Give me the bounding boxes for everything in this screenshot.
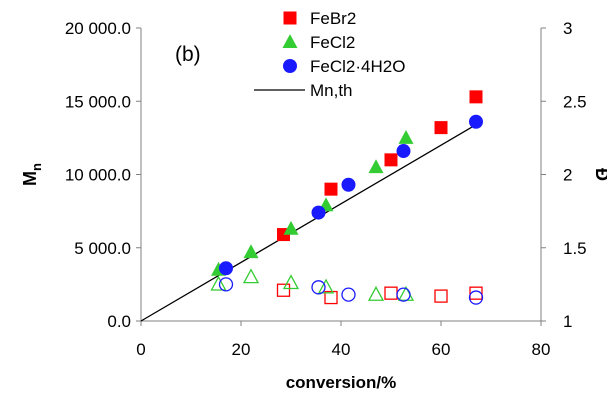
- square-mn-point: [384, 153, 398, 167]
- triangle-mn-point: [398, 130, 414, 144]
- legend-marker-circle: [283, 59, 297, 73]
- axes-layer: [136, 27, 546, 326]
- y-axis-title-sub: n: [29, 163, 44, 171]
- x-tick-label: 0: [136, 340, 145, 359]
- legend-label: FeCl2: [310, 33, 355, 52]
- y-axis-title: Mn: [20, 163, 44, 186]
- square-mn-point: [434, 121, 448, 135]
- circle-dispersity-point: [341, 287, 356, 302]
- square-mn-point: [324, 182, 338, 196]
- triangle-mn-point: [283, 220, 299, 235]
- triangle-dispersity-point: [367, 285, 385, 301]
- x-tick-label: 40: [332, 340, 351, 359]
- circle-mn-point: [469, 114, 483, 129]
- legend-label: Mn,th: [310, 81, 353, 100]
- triangle-mn-point: [368, 159, 384, 174]
- x-tick-label: 20: [232, 340, 251, 359]
- y2-tick-label: 1: [563, 312, 572, 331]
- y2-tick-label: 3: [563, 19, 572, 38]
- legend-label: FeBr2: [310, 9, 356, 28]
- triangle-dispersity-point: [282, 274, 300, 290]
- square-dispersity-point: [324, 290, 338, 305]
- text-layer: 0 20 40 60 80 0.0 5 000.0 10 000.0 15 000.0 20 00…: [20, 19, 607, 392]
- y2-tick-label: 1.5: [563, 239, 587, 258]
- y2-tick-label: 2: [563, 166, 572, 185]
- triangle-dispersity-point: [242, 268, 260, 284]
- circle-dispersity-point: [218, 277, 234, 292]
- square-dispersity-point: [384, 286, 398, 300]
- y2-tick-label: 2.5: [563, 92, 587, 111]
- circle-mn-point: [396, 144, 411, 159]
- square-dispersity-point: [276, 283, 291, 297]
- mn-th-line: [140, 124, 477, 322]
- square-dispersity-point: [434, 289, 448, 303]
- x-tick-label: 60: [432, 340, 451, 359]
- circle-dispersity-point: [468, 290, 484, 305]
- x-tick-label: 80: [532, 340, 551, 359]
- circle-mn-point: [219, 261, 233, 276]
- legend: FeBr2 FeCl2 FeCl2·4H2O Mn,th: [254, 9, 405, 100]
- y-tick-label: 15 000.0: [65, 92, 131, 111]
- panel-label: (b): [175, 43, 201, 66]
- legend-marker-triangle: [282, 34, 298, 48]
- circle-mn-point: [341, 177, 356, 192]
- circle-dispersity-point: [396, 287, 411, 302]
- square-mn-point: [469, 90, 483, 104]
- triangle-dispersity-point: [210, 275, 227, 291]
- y-tick-label: 10 000.0: [65, 166, 131, 185]
- y-tick-label: 5 000.0: [74, 239, 131, 258]
- y-tick-label: 0.0: [107, 312, 131, 331]
- theory-line-layer: [140, 124, 477, 322]
- legend-label: FeCl2·4H2O: [310, 57, 405, 76]
- x-axis-title: conversion/%: [286, 373, 397, 392]
- circle-mn-point: [311, 205, 326, 220]
- y2-axis-title: Đ: [592, 168, 607, 181]
- y-axis-title-main: M: [20, 171, 40, 186]
- square-dispersity-point: [469, 286, 483, 300]
- legend-marker-square: [283, 11, 297, 25]
- triangle-dispersity-point: [317, 278, 335, 294]
- triangle-mn-point: [243, 244, 259, 259]
- circle-dispersity-point: [311, 280, 326, 295]
- points-layer: [210, 90, 484, 305]
- y-tick-label: 20 000.0: [65, 19, 131, 38]
